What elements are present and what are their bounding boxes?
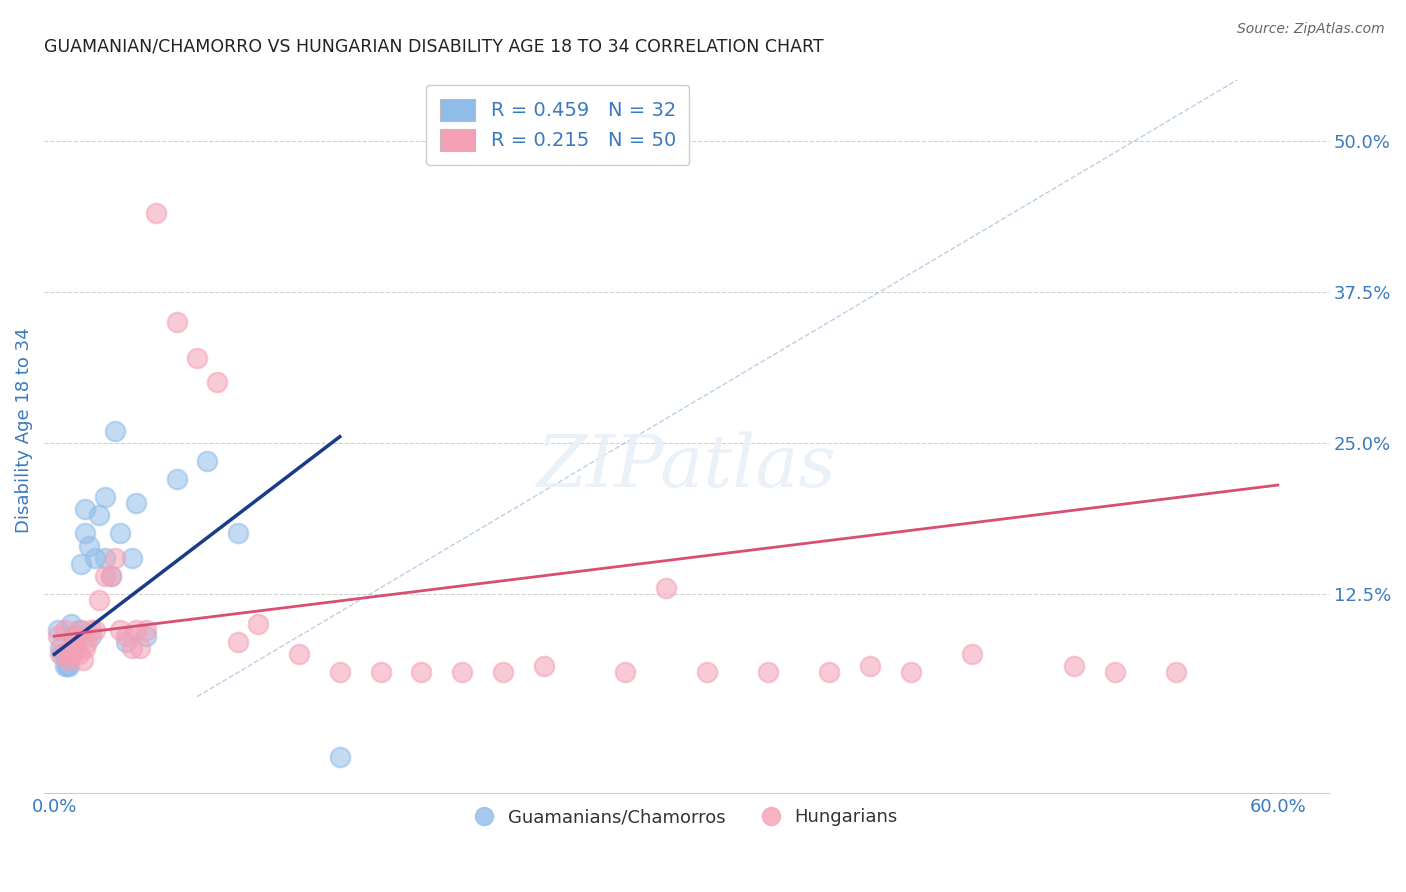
Point	[114, 629, 136, 643]
Point	[108, 623, 131, 637]
Point	[226, 526, 249, 541]
Point	[121, 550, 143, 565]
Point	[89, 508, 111, 523]
Point	[756, 665, 779, 680]
Point	[411, 665, 433, 680]
Point	[960, 648, 983, 662]
Point	[53, 648, 76, 662]
Point	[125, 496, 148, 510]
Point	[370, 665, 392, 680]
Point	[207, 376, 229, 390]
Point	[108, 526, 131, 541]
Point	[49, 641, 72, 656]
Point	[135, 629, 157, 643]
Point	[247, 617, 270, 632]
Point	[1164, 665, 1187, 680]
Point	[89, 593, 111, 607]
Point	[104, 550, 127, 565]
Point	[492, 665, 515, 680]
Point	[100, 568, 122, 582]
Point	[114, 635, 136, 649]
Point	[67, 623, 90, 637]
Point	[59, 617, 82, 632]
Y-axis label: Disability Age 18 to 34: Disability Age 18 to 34	[15, 328, 32, 533]
Point	[80, 629, 103, 643]
Point	[166, 472, 188, 486]
Point	[51, 648, 73, 662]
Point	[62, 648, 84, 662]
Point	[104, 424, 127, 438]
Point	[73, 641, 96, 656]
Point	[329, 750, 352, 764]
Point	[125, 623, 148, 637]
Point	[1063, 659, 1085, 673]
Point	[451, 665, 474, 680]
Text: GUAMANIAN/CHAMORRO VS HUNGARIAN DISABILITY AGE 18 TO 34 CORRELATION CHART: GUAMANIAN/CHAMORRO VS HUNGARIAN DISABILI…	[44, 37, 824, 55]
Point	[859, 659, 882, 673]
Point	[62, 629, 84, 643]
Point	[145, 206, 167, 220]
Point	[80, 623, 103, 637]
Point	[900, 665, 922, 680]
Point	[77, 539, 100, 553]
Point	[94, 568, 117, 582]
Point	[94, 490, 117, 504]
Point	[655, 581, 678, 595]
Point	[288, 648, 311, 662]
Point	[226, 635, 249, 649]
Point	[533, 659, 555, 673]
Point	[329, 665, 352, 680]
Point	[129, 641, 152, 656]
Point	[818, 665, 841, 680]
Point	[76, 635, 98, 649]
Point	[63, 641, 86, 656]
Point	[67, 648, 90, 662]
Point	[53, 623, 76, 637]
Point	[55, 648, 77, 662]
Point	[100, 568, 122, 582]
Text: Source: ZipAtlas.com: Source: ZipAtlas.com	[1237, 22, 1385, 37]
Point	[73, 526, 96, 541]
Point	[63, 629, 86, 643]
Point	[55, 659, 77, 673]
Point	[53, 659, 76, 673]
Point	[84, 623, 107, 637]
Point	[696, 665, 718, 680]
Point	[84, 550, 107, 565]
Point	[73, 502, 96, 516]
Point	[63, 635, 86, 649]
Point	[166, 315, 188, 329]
Point	[69, 557, 91, 571]
Point	[63, 641, 86, 656]
Point	[72, 653, 94, 667]
Point	[58, 659, 80, 673]
Text: ZIPatlas: ZIPatlas	[537, 432, 837, 502]
Point	[49, 648, 72, 662]
Point	[1104, 665, 1126, 680]
Point	[186, 351, 208, 365]
Point	[94, 550, 117, 565]
Point	[48, 629, 70, 643]
Point	[59, 641, 82, 656]
Point	[195, 454, 218, 468]
Point	[58, 653, 80, 667]
Point	[121, 641, 143, 656]
Point	[48, 623, 70, 637]
Point	[69, 623, 91, 637]
Legend: Guamanians/Chamorros, Hungarians: Guamanians/Chamorros, Hungarians	[467, 799, 907, 835]
Point	[135, 623, 157, 637]
Point	[614, 665, 637, 680]
